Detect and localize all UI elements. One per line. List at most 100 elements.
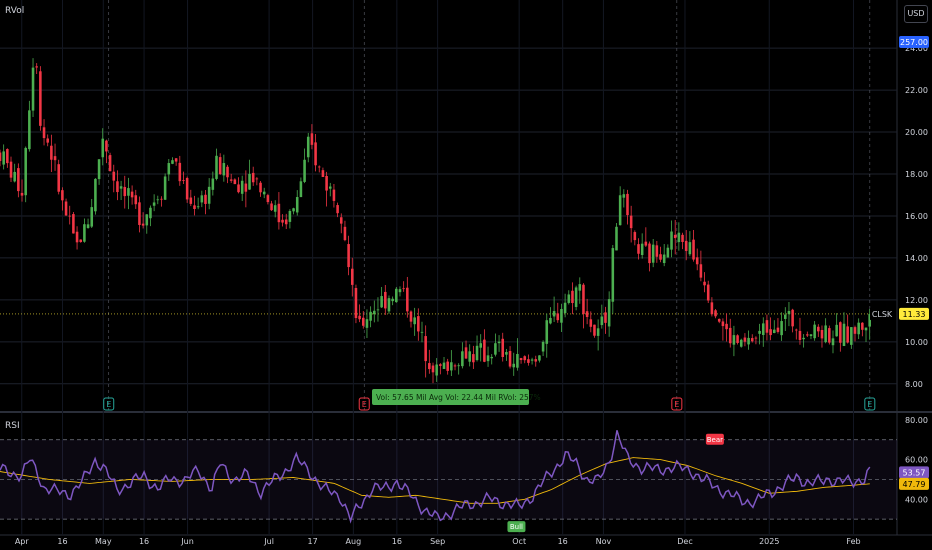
rsi-line xyxy=(0,430,871,524)
bear-signal xyxy=(705,433,724,445)
candle-body xyxy=(655,245,659,257)
candle-body xyxy=(64,201,68,216)
candle-body xyxy=(853,327,857,334)
candle-body xyxy=(585,311,589,317)
candle-body xyxy=(428,363,431,370)
candle-body xyxy=(541,341,545,352)
candle-body xyxy=(717,318,721,322)
rsi-layer xyxy=(0,430,897,524)
time-tick-label: Apr xyxy=(15,537,30,546)
candle-body xyxy=(127,188,130,196)
candle-body xyxy=(461,351,464,367)
candle-body xyxy=(758,330,761,334)
rsi-ma-tag-bg xyxy=(899,477,929,490)
candle-body xyxy=(560,309,563,323)
candle-body xyxy=(369,311,372,321)
time-tick-label: Oct xyxy=(512,537,526,546)
candle-body xyxy=(692,239,695,260)
candle-body xyxy=(475,345,479,361)
candle-body xyxy=(633,232,637,241)
candle-body xyxy=(189,197,193,204)
candle-body xyxy=(640,243,644,256)
candle-body xyxy=(468,351,471,362)
candle-body xyxy=(182,180,185,181)
candle-body xyxy=(384,291,387,309)
candle-body xyxy=(292,208,295,212)
candle-body xyxy=(699,264,703,278)
candle-body xyxy=(171,160,174,164)
candle-body xyxy=(2,151,5,165)
candle-body xyxy=(754,337,758,339)
candle-body xyxy=(317,166,321,168)
candle-body xyxy=(6,149,9,164)
candle-body xyxy=(420,331,424,333)
candle-body xyxy=(710,302,714,315)
candle-body xyxy=(589,319,593,327)
candle-body xyxy=(662,254,666,264)
rsi-value-tag: 53.57 xyxy=(903,468,926,477)
candle-body xyxy=(251,172,255,183)
price-tick-label: 8.00 xyxy=(905,380,923,389)
candle-body xyxy=(108,155,112,172)
candle-body xyxy=(644,241,648,246)
candle-body xyxy=(116,181,119,193)
candle-body xyxy=(684,240,688,251)
candle-body xyxy=(593,324,596,336)
candle-body xyxy=(347,244,350,268)
candle-body xyxy=(211,178,215,190)
candle-body xyxy=(545,320,549,344)
candle-body xyxy=(262,191,266,195)
candle-body xyxy=(666,247,670,258)
candle-body xyxy=(354,287,358,319)
candle-body xyxy=(508,351,512,367)
ticker-label: CLSK xyxy=(872,310,893,319)
candle-body xyxy=(582,284,585,314)
candle-body xyxy=(538,355,541,361)
candle-body xyxy=(490,356,494,359)
candle-body xyxy=(57,164,60,192)
candle-body xyxy=(446,361,449,371)
candle-body xyxy=(824,325,827,343)
candles-layer xyxy=(0,58,871,384)
candle-body xyxy=(523,356,527,361)
candle-body xyxy=(494,343,497,355)
candle-body xyxy=(677,232,681,243)
candle-body xyxy=(721,321,725,327)
candle-body xyxy=(563,302,567,314)
candle-body xyxy=(193,205,196,209)
candle-body xyxy=(615,226,618,251)
candle-body xyxy=(791,309,794,327)
candle-body xyxy=(417,316,420,332)
candle-body xyxy=(229,179,233,181)
candle-body xyxy=(332,189,336,201)
candle-body xyxy=(622,194,626,198)
candle-body xyxy=(226,166,229,178)
currency-button[interactable]: USD xyxy=(904,5,928,23)
candle-body xyxy=(31,67,35,111)
candle-body xyxy=(75,231,79,243)
candle-body xyxy=(600,316,604,326)
candle-body xyxy=(145,214,149,226)
candle-body xyxy=(233,179,237,185)
time-tick-label: May xyxy=(95,537,112,546)
candle-body xyxy=(288,210,292,222)
candle-body xyxy=(831,338,835,346)
candle-body xyxy=(130,191,134,198)
candle-body xyxy=(395,288,398,303)
earnings-marker-label: E xyxy=(106,400,111,409)
candle-body xyxy=(112,171,116,181)
candle-body xyxy=(35,66,38,68)
time-tick-label: Sep xyxy=(430,537,445,546)
candle-body xyxy=(857,322,860,335)
candle-body xyxy=(39,71,42,126)
candle-body xyxy=(277,203,281,223)
time-tick-label: Nov xyxy=(596,537,612,546)
candle-body xyxy=(552,311,556,317)
price-tick-label: 24.00 xyxy=(905,44,928,53)
candle-body xyxy=(567,294,571,303)
candle-body xyxy=(123,186,127,197)
candle-body xyxy=(439,364,442,366)
candle-body xyxy=(828,328,831,343)
candle-body xyxy=(761,323,765,335)
